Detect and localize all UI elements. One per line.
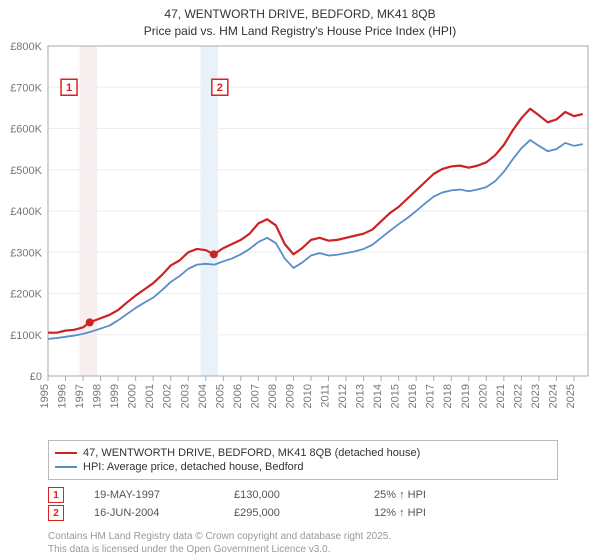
svg-text:2024: 2024 <box>547 384 559 408</box>
svg-text:2014: 2014 <box>372 384 384 408</box>
svg-text:2020: 2020 <box>477 384 489 408</box>
attribution: Contains HM Land Registry data © Crown c… <box>48 530 391 556</box>
sale-price: £295,000 <box>234 507 374 519</box>
sale-marker-icon: 1 <box>48 487 64 503</box>
attrib-line2: This data is licensed under the Open Gov… <box>48 544 330 555</box>
svg-text:1: 1 <box>66 82 72 94</box>
svg-text:2002: 2002 <box>162 384 174 408</box>
svg-text:2008: 2008 <box>267 384 279 408</box>
svg-text:2009: 2009 <box>284 384 296 408</box>
price-chart: £0 £100K £200K £300K £400K £500K £600K £700K £80… <box>0 40 600 440</box>
svg-text:2006: 2006 <box>232 384 244 408</box>
svg-text:2005: 2005 <box>214 384 226 408</box>
svg-text:2021: 2021 <box>495 384 507 408</box>
svg-text:£100K: £100K <box>10 330 42 342</box>
svg-text:1997: 1997 <box>74 384 86 408</box>
svg-text:1998: 1998 <box>92 384 104 408</box>
legend-label-hpi: HPI: Average price, detached house, Bedf… <box>83 461 304 473</box>
sales-row: 1 19-MAY-1997 £130,000 25% ↑ HPI <box>48 486 514 504</box>
svg-text:£600K: £600K <box>10 124 42 136</box>
title-line1: 47, WENTWORTH DRIVE, BEDFORD, MK41 8QB <box>164 7 435 21</box>
svg-text:1996: 1996 <box>57 384 69 408</box>
legend-label-property: 47, WENTWORTH DRIVE, BEDFORD, MK41 8QB (… <box>83 447 420 459</box>
svg-text:2025: 2025 <box>565 384 577 408</box>
svg-text:£700K: £700K <box>10 82 42 94</box>
svg-text:£800K: £800K <box>10 41 42 53</box>
svg-text:£0: £0 <box>30 371 42 383</box>
svg-text:2001: 2001 <box>144 384 156 408</box>
legend-item-property: 47, WENTWORTH DRIVE, BEDFORD, MK41 8QB (… <box>55 447 551 459</box>
svg-text:2023: 2023 <box>530 384 542 408</box>
title-line2: Price paid vs. HM Land Registry's House … <box>144 24 456 38</box>
svg-text:1999: 1999 <box>109 384 121 408</box>
svg-text:2: 2 <box>217 82 223 94</box>
svg-text:2000: 2000 <box>127 384 139 408</box>
svg-text:2015: 2015 <box>390 384 402 408</box>
chart-title: 47, WENTWORTH DRIVE, BEDFORD, MK41 8QB P… <box>0 0 600 40</box>
sale-delta: 12% ↑ HPI <box>374 507 514 519</box>
svg-text:2011: 2011 <box>320 384 332 408</box>
svg-text:2017: 2017 <box>425 384 437 408</box>
svg-text:2003: 2003 <box>179 384 191 408</box>
svg-text:2022: 2022 <box>512 384 524 408</box>
sale-date: 19-MAY-1997 <box>94 489 234 501</box>
svg-text:2019: 2019 <box>460 384 472 408</box>
sale-date: 16-JUN-2004 <box>94 507 234 519</box>
svg-text:£400K: £400K <box>10 206 42 218</box>
svg-text:1995: 1995 <box>39 384 51 408</box>
svg-text:£500K: £500K <box>10 165 42 177</box>
svg-text:2012: 2012 <box>337 384 349 408</box>
sale-marker-icon: 2 <box>48 505 64 521</box>
svg-text:2010: 2010 <box>302 384 314 408</box>
legend: 47, WENTWORTH DRIVE, BEDFORD, MK41 8QB (… <box>48 440 558 480</box>
sales-row: 2 16-JUN-2004 £295,000 12% ↑ HPI <box>48 504 514 522</box>
sales-table: 1 19-MAY-1997 £130,000 25% ↑ HPI 2 16-JU… <box>48 486 514 522</box>
svg-text:2016: 2016 <box>407 384 419 408</box>
sale-delta: 25% ↑ HPI <box>374 489 514 501</box>
legend-swatch-property <box>55 452 77 455</box>
svg-text:2004: 2004 <box>197 384 209 408</box>
attrib-line1: Contains HM Land Registry data © Crown c… <box>48 531 391 542</box>
svg-text:£200K: £200K <box>10 289 42 301</box>
legend-swatch-hpi <box>55 466 77 468</box>
svg-text:2018: 2018 <box>442 384 454 408</box>
svg-text:2007: 2007 <box>249 384 261 408</box>
svg-text:2013: 2013 <box>355 384 367 408</box>
sale-price: £130,000 <box>234 489 374 501</box>
legend-item-hpi: HPI: Average price, detached house, Bedf… <box>55 461 551 473</box>
svg-text:£300K: £300K <box>10 247 42 259</box>
